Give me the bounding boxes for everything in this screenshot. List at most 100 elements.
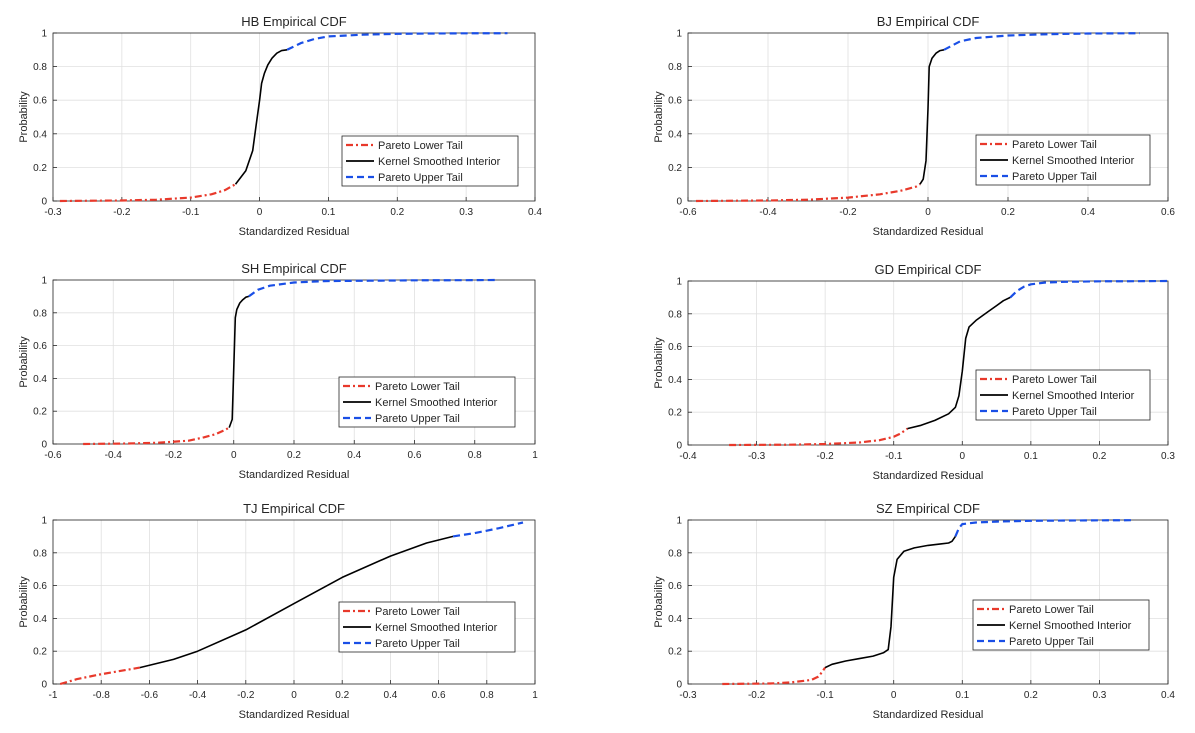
sh-chart-title: SH Empirical CDF xyxy=(241,261,347,276)
gd-x-tick-label: 0 xyxy=(960,451,966,462)
tj-x-tick-label: 0.8 xyxy=(480,690,494,701)
sz-x-tick-label: 0.2 xyxy=(1024,690,1038,701)
sz-x-tick-label: 0.4 xyxy=(1161,690,1175,701)
sh-x-tick-label: 0.4 xyxy=(347,450,361,461)
tj-y-tick-label: 0.2 xyxy=(33,647,47,658)
bj-legend-label: Pareto Lower Tail xyxy=(1012,139,1097,151)
sz-x-tick-label: 0.1 xyxy=(955,690,969,701)
gd-y-tick-label: 0.6 xyxy=(668,342,682,353)
gd-x-tick-label: 0.1 xyxy=(1024,451,1038,462)
sz-x-tick-label: 0.3 xyxy=(1092,690,1106,701)
hb-series-upper-tail xyxy=(286,32,508,51)
bj-y-tick-label: 0.2 xyxy=(668,163,682,174)
bj-x-tick-label: -0.2 xyxy=(839,207,857,218)
sh-legend-label: Kernel Smoothed Interior xyxy=(375,397,498,409)
sz-axes-frame xyxy=(687,519,1169,685)
bj-legend-label: Kernel Smoothed Interior xyxy=(1012,155,1135,167)
sz-chart-title: SZ Empirical CDF xyxy=(876,501,980,516)
hb-legend: Pareto Lower Tail Kernel Smoothed Interio… xyxy=(341,135,519,187)
gd-legend-label: Kernel Smoothed Interior xyxy=(1012,390,1135,402)
tj-legend: Pareto Lower Tail Kernel Smoothed Interio… xyxy=(338,601,516,653)
hb-y-axis-label: Probability xyxy=(18,91,30,143)
tj-x-tick-label: 0.2 xyxy=(335,690,349,701)
sz-x-axis-label: Standardized Residual xyxy=(873,709,984,721)
sz-x-tick-label: 0 xyxy=(891,690,897,701)
sh-y-tick-label: 1 xyxy=(41,276,47,287)
tj-legend-label: Pareto Upper Tail xyxy=(375,638,460,650)
sz-x-tick-label: -0.2 xyxy=(748,690,766,701)
gd-series-lower-tail xyxy=(729,427,909,447)
hb-x-tick-label: -0.3 xyxy=(44,207,62,218)
gd-legend: Pareto Lower Tail Kernel Smoothed Interio… xyxy=(975,369,1151,421)
tj-x-tick-label: -1 xyxy=(49,690,58,701)
hb-x-tick-label: -0.2 xyxy=(113,207,131,218)
sh-series-interior xyxy=(228,295,250,428)
bj-x-tick-label: 0.2 xyxy=(1001,207,1015,218)
bj-y-tick-label: 0.4 xyxy=(668,129,682,140)
sh-y-tick-label: 0.8 xyxy=(33,308,47,319)
tj-x-tick-label: 1 xyxy=(532,690,538,701)
sh-axes-frame xyxy=(52,279,536,445)
tj-series-lower-tail xyxy=(59,666,140,686)
gd-x-tick-label: -0.1 xyxy=(885,451,903,462)
sz-legend-label: Kernel Smoothed Interior xyxy=(1009,620,1132,632)
sz-y-tick-label: 0.2 xyxy=(668,647,682,658)
gd-y-tick-label: 0.8 xyxy=(668,309,682,320)
hb-x-tick-label: 0.4 xyxy=(528,207,542,218)
tj-y-axis-label: Probability xyxy=(18,576,30,628)
sh-y-axis-label: Probability xyxy=(18,336,30,388)
bj-axes-frame xyxy=(687,32,1169,202)
sh-series-lower-tail xyxy=(83,426,230,446)
sh-x-tick-label: -0.6 xyxy=(44,450,62,461)
gd-axes-frame xyxy=(687,280,1169,446)
hb-y-tick-label: 0 xyxy=(41,197,47,208)
sz-y-tick-label: 1 xyxy=(676,516,682,527)
gd-y-axis-label: Probability xyxy=(653,337,665,389)
sh-x-axis-label: Standardized Residual xyxy=(239,469,350,481)
gd-x-tick-label: -0.4 xyxy=(679,451,697,462)
sz-x-tick-label: -0.3 xyxy=(679,690,697,701)
gd-chart: -0.4 -0.3 -0.2 -0.1 0 0.1 0.2 0.3 0 0.2 0.4 0.6 0.8 1… xyxy=(653,262,1175,482)
gd-legend-label: Pareto Lower Tail xyxy=(1012,374,1097,386)
bj-x-tick-label: 0.6 xyxy=(1161,207,1175,218)
tj-x-tick-label: -0.8 xyxy=(93,690,111,701)
sh-x-tick-label: 0.2 xyxy=(287,450,301,461)
gd-y-tick-label: 0.4 xyxy=(668,375,682,386)
sh-legend-label: Pareto Lower Tail xyxy=(375,381,460,393)
bj-x-axis-label: Standardized Residual xyxy=(873,226,984,238)
tj-y-tick-label: 0.8 xyxy=(33,548,47,559)
sz-series-interior xyxy=(824,535,957,669)
sz-y-axis-label: Probability xyxy=(653,576,665,628)
tj-x-tick-label: 0.4 xyxy=(383,690,397,701)
sz-legend-label: Pareto Upper Tail xyxy=(1009,636,1094,648)
tj-y-tick-label: 0.4 xyxy=(33,614,47,625)
sh-x-tick-label: -0.2 xyxy=(165,450,183,461)
gd-x-tick-label: 0.2 xyxy=(1092,451,1106,462)
gd-legend-label: Pareto Upper Tail xyxy=(1012,406,1097,418)
sz-x-tick-label: -0.1 xyxy=(817,690,835,701)
hb-chart-title: HB Empirical CDF xyxy=(241,14,347,29)
sz-y-tick-label: 0.4 xyxy=(668,614,682,625)
hb-x-tick-label: 0.1 xyxy=(321,207,335,218)
hb-y-tick-label: 0.8 xyxy=(33,62,47,73)
hb-x-tick-label: 0 xyxy=(257,207,263,218)
gd-chart-title: GD Empirical CDF xyxy=(875,262,982,277)
hb-x-tick-label: -0.1 xyxy=(182,207,200,218)
tj-chart: -1 -0.8 -0.6 -0.4 -0.2 0 0.2 0.4 0.6 0.8 1 0 0.2 0.4 0… xyxy=(18,501,538,721)
sz-legend: Pareto Lower Tail Kernel Smoothed Interio… xyxy=(972,599,1150,651)
bj-x-tick-label: 0.4 xyxy=(1081,207,1095,218)
sh-x-tick-label: 0.6 xyxy=(408,450,422,461)
hb-series-interior xyxy=(234,49,288,185)
tj-y-tick-label: 0.6 xyxy=(33,581,47,592)
sz-y-tick-label: 0.8 xyxy=(668,548,682,559)
bj-x-tick-label: 0 xyxy=(925,207,931,218)
bj-x-tick-label: -0.4 xyxy=(759,207,777,218)
gd-y-tick-label: 1 xyxy=(676,277,682,288)
bj-y-tick-label: 0 xyxy=(676,197,682,208)
gd-series-upper-tail xyxy=(1009,279,1169,299)
hb-chart: -0.3 -0.2 -0.1 0 0.1 0.2 0.3 0.4 0 0.2 0.4 0.6 0.8 1 H… xyxy=(18,14,542,238)
hb-legend-label: Pareto Upper Tail xyxy=(378,172,463,184)
hb-x-axis-label: Standardized Residual xyxy=(239,226,350,238)
gd-x-tick-label: -0.2 xyxy=(817,451,835,462)
